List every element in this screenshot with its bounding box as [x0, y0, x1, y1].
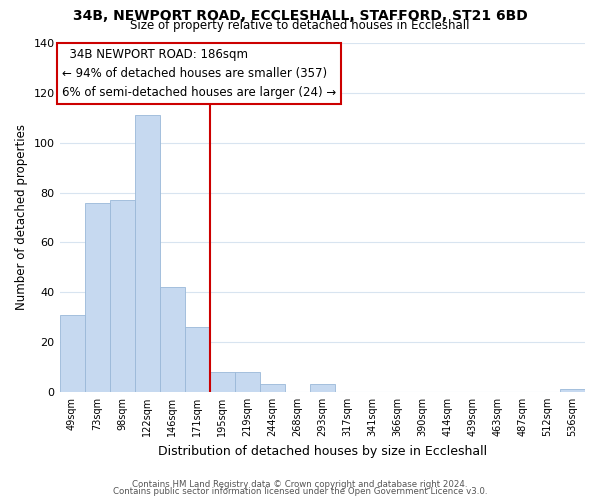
Text: Contains public sector information licensed under the Open Government Licence v3: Contains public sector information licen…	[113, 487, 487, 496]
Text: 34B, NEWPORT ROAD, ECCLESHALL, STAFFORD, ST21 6BD: 34B, NEWPORT ROAD, ECCLESHALL, STAFFORD,…	[73, 9, 527, 23]
X-axis label: Distribution of detached houses by size in Eccleshall: Distribution of detached houses by size …	[158, 444, 487, 458]
Bar	[310, 384, 335, 392]
Bar	[560, 390, 585, 392]
Bar	[209, 372, 235, 392]
Bar	[85, 202, 110, 392]
Text: Size of property relative to detached houses in Eccleshall: Size of property relative to detached ho…	[130, 19, 470, 32]
Bar	[160, 288, 185, 392]
Text: 34B NEWPORT ROAD: 186sqm
← 94% of detached houses are smaller (357)
6% of semi-d: 34B NEWPORT ROAD: 186sqm ← 94% of detach…	[62, 48, 336, 99]
Text: Contains HM Land Registry data © Crown copyright and database right 2024.: Contains HM Land Registry data © Crown c…	[132, 480, 468, 489]
Bar	[59, 314, 85, 392]
Bar	[110, 200, 134, 392]
Bar	[235, 372, 260, 392]
Bar	[185, 327, 209, 392]
Y-axis label: Number of detached properties: Number of detached properties	[15, 124, 28, 310]
Bar	[260, 384, 285, 392]
Bar	[134, 116, 160, 392]
